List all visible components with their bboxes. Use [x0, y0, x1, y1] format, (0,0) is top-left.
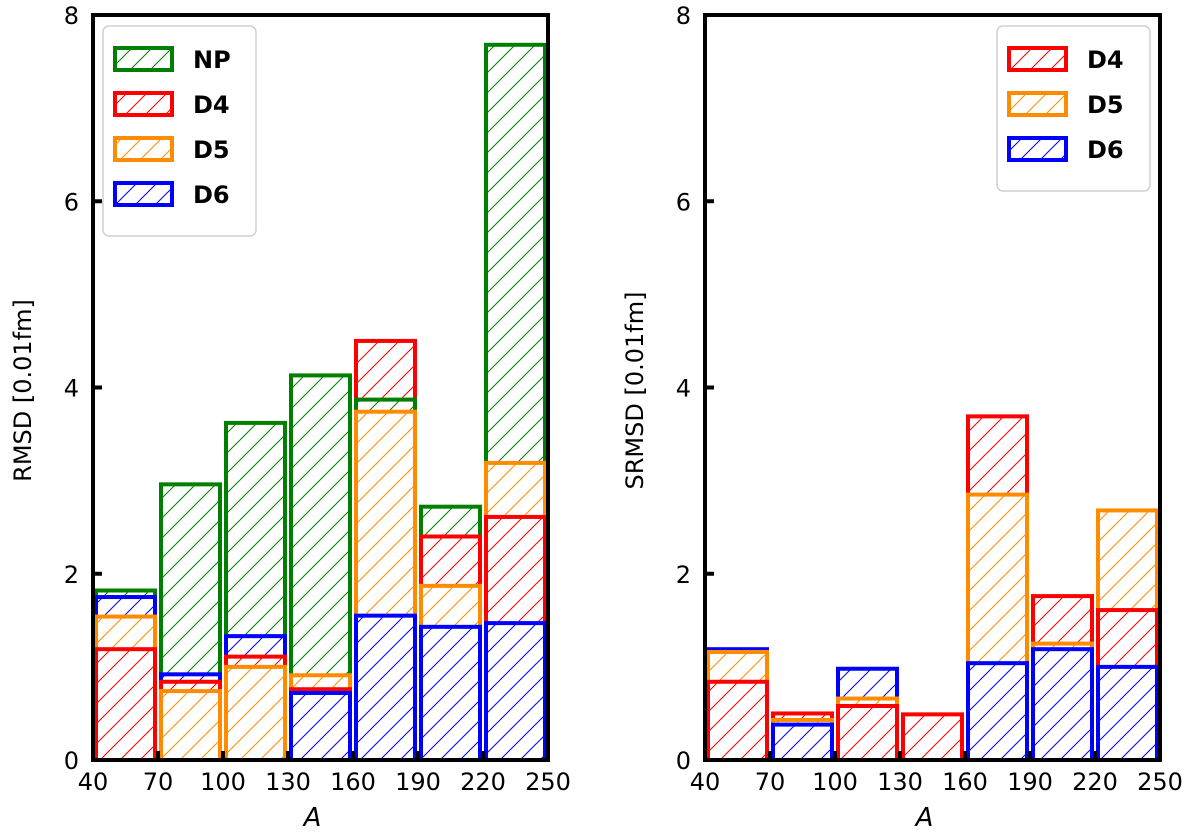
bar-d5-bin-1	[159, 689, 222, 763]
x-tick-label: 130	[265, 768, 311, 796]
bar-d6-bin-4	[966, 661, 1029, 763]
x-tick-label: 70	[143, 768, 174, 796]
x-tick-label: 220	[1072, 768, 1118, 796]
legend-label-np: NP	[193, 46, 231, 74]
y-axis-label: SRMSD [0.01fm]	[621, 292, 649, 490]
x-tick-label: 190	[1007, 768, 1053, 796]
y-tick-label: 2	[64, 561, 79, 589]
y-tick-label: 4	[676, 375, 691, 403]
x-tick-label: 100	[812, 768, 858, 796]
x-tick-label: 160	[330, 768, 376, 796]
legend-label-d5: D5	[193, 136, 230, 164]
legend-swatch-d5	[1007, 91, 1068, 117]
x-tick-label: 40	[78, 768, 109, 796]
x-tick-label: 40	[690, 768, 721, 796]
y-tick-label: 8	[676, 2, 691, 30]
legend-swatch-d6	[1007, 136, 1068, 162]
legend-swatch-d6	[113, 181, 174, 207]
bar-d4-bin-2	[836, 703, 899, 762]
legend-swatch-d5	[113, 136, 174, 162]
legend: D4 D5 D6	[996, 25, 1151, 192]
x-tick-label: 100	[200, 768, 246, 796]
legend-swatch-d4	[113, 91, 174, 117]
bar-d4-bin-0	[706, 679, 769, 763]
bar-d6-bin-5	[419, 624, 482, 762]
x-axis-label: A	[302, 803, 322, 833]
legend-swatch-np	[113, 46, 174, 72]
x-axis-label: A	[914, 803, 934, 833]
panel-rmsd: 40 70 100 130 160 190 220 250 0 2 4 6 8 A RMSD [0.01fm…	[9, 2, 571, 833]
legend-label-d4: D4	[193, 91, 230, 119]
x-tick-label: 130	[877, 768, 923, 796]
legend-label-d5: D5	[1087, 91, 1124, 119]
y-axis-label: RMSD [0.01fm]	[9, 299, 37, 482]
x-tick-label: 250	[525, 768, 571, 796]
y-tick-label: 0	[64, 747, 79, 775]
legend-swatch-d4	[1007, 46, 1068, 72]
y-tick-label: 4	[64, 375, 79, 403]
bar-d6-bin-6	[1096, 664, 1159, 762]
bar-d6-bin-5	[1031, 647, 1094, 763]
x-tick-label: 160	[942, 768, 988, 796]
y-tick-label: 8	[64, 2, 79, 30]
bar-d4-bin-0	[94, 647, 157, 763]
legend-label-d6: D6	[193, 181, 230, 209]
y-tick-label: 2	[676, 561, 691, 589]
x-tick-label: 250	[1137, 768, 1183, 796]
y-tick-label: 6	[676, 188, 691, 216]
bar-d5-bin-2	[224, 664, 287, 762]
y-tick-label: 0	[676, 747, 691, 775]
bar-d6-bin-3	[289, 690, 352, 763]
legend-label-d4: D4	[1087, 46, 1124, 74]
x-tick-label: 220	[460, 768, 506, 796]
bar-d4-bin-3	[901, 712, 964, 763]
panel-srmsd: 40 70 100 130 160 190 220 250 0 2 4 6 8 A SRMSD [0.01f…	[621, 2, 1183, 833]
legend: NP D4 D5 D6	[102, 25, 257, 237]
bar-d6-bin-6	[484, 621, 547, 763]
x-tick-label: 190	[395, 768, 441, 796]
bar-d6-bin-4	[354, 613, 417, 762]
y-tick-label: 6	[64, 188, 79, 216]
x-tick-label: 70	[755, 768, 786, 796]
bar-d6-bin-1	[771, 722, 834, 762]
legend-label-d6: D6	[1087, 136, 1124, 164]
